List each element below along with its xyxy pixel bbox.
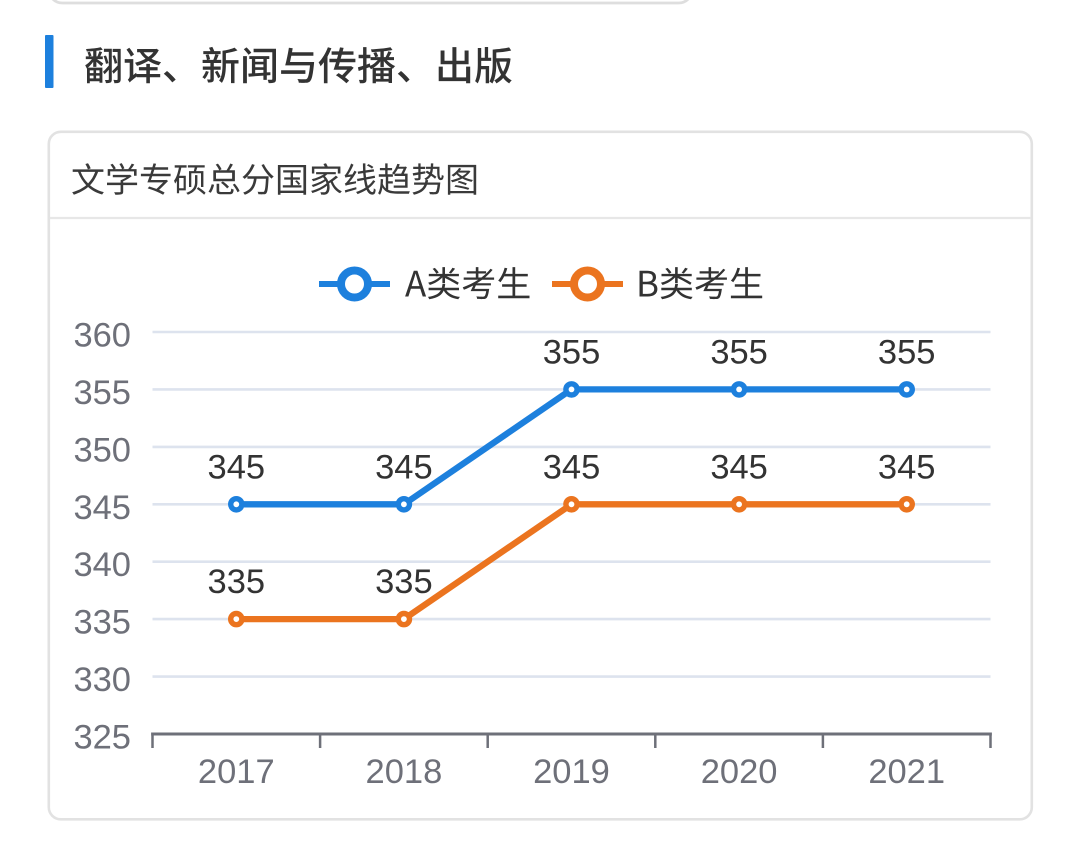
svg-text:350: 350 (73, 431, 131, 469)
svg-text:2018: 2018 (366, 753, 443, 791)
svg-text:345: 345 (73, 489, 131, 527)
svg-text:2020: 2020 (701, 753, 778, 791)
svg-text:325: 325 (73, 719, 131, 757)
svg-text:335: 335 (73, 604, 131, 642)
svg-text:335: 335 (208, 563, 266, 601)
svg-text:2019: 2019 (533, 753, 610, 791)
svg-text:335: 335 (375, 563, 433, 601)
svg-text:2017: 2017 (198, 753, 275, 791)
svg-text:345: 345 (878, 448, 936, 486)
svg-text:345: 345 (208, 448, 266, 486)
svg-text:355: 355 (710, 333, 768, 371)
svg-text:355: 355 (73, 374, 131, 412)
svg-text:360: 360 (73, 317, 131, 355)
svg-text:340: 340 (73, 546, 131, 584)
svg-text:355: 355 (543, 333, 601, 371)
svg-text:345: 345 (375, 448, 433, 486)
svg-text:345: 345 (710, 448, 768, 486)
svg-text:2021: 2021 (868, 753, 945, 791)
svg-text:330: 330 (73, 661, 131, 699)
svg-text:345: 345 (543, 448, 601, 486)
svg-text:355: 355 (878, 333, 936, 371)
